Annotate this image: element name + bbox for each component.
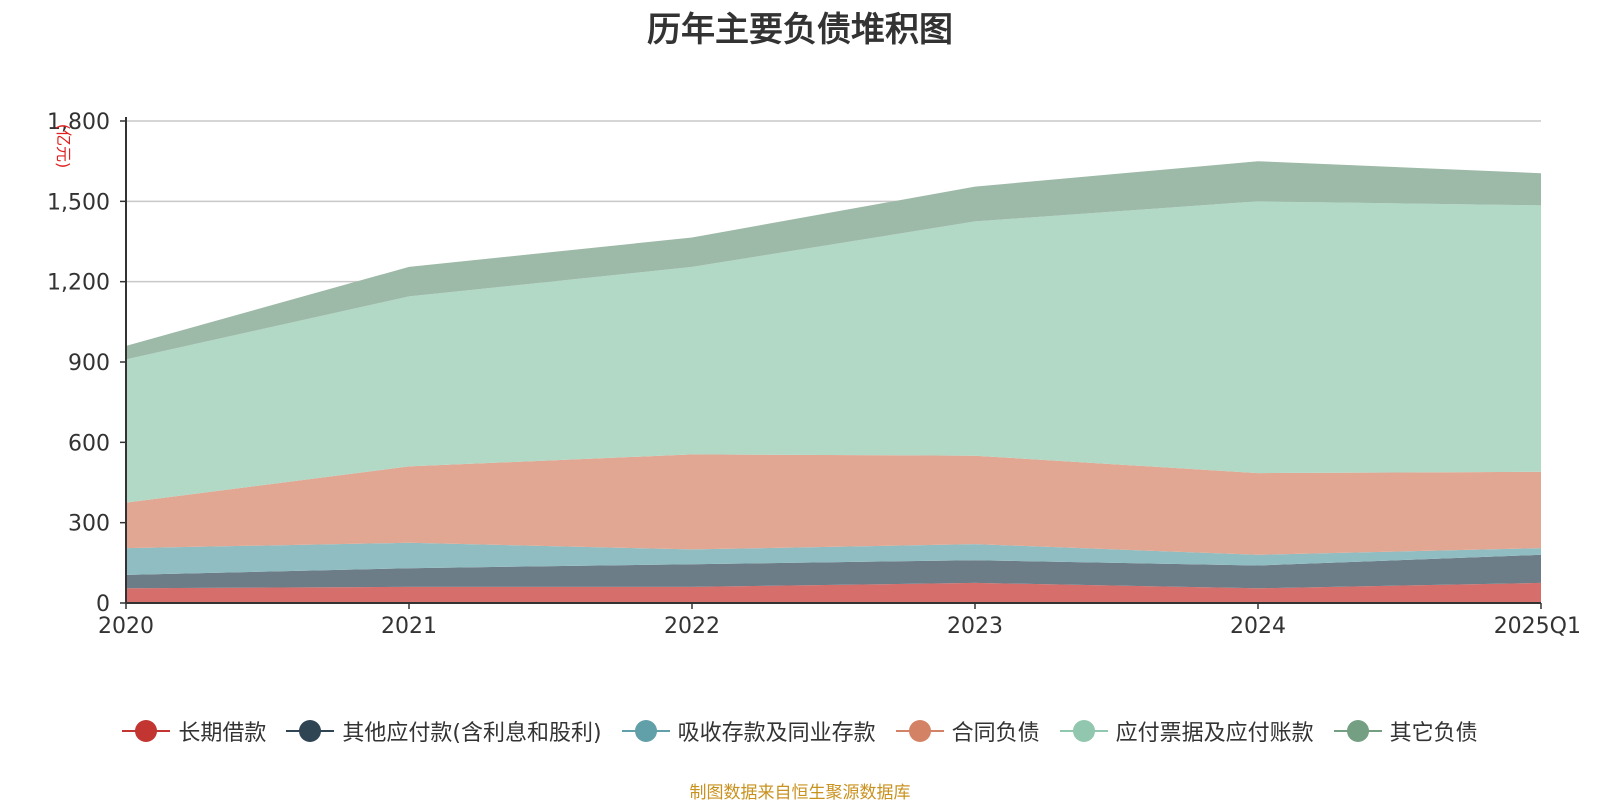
legend-marker-icon [1059,719,1108,743]
x-tick-label: 2025Q1 [1494,614,1581,639]
legend-item[interactable]: 其他应付款(含利息和股利) [286,715,602,747]
x-tick-label: 2024 [1230,614,1286,639]
legend-marker-icon [286,719,335,743]
legend-label: 其它负债 [1389,721,1478,746]
legend-label: 合同负债 [951,721,1040,746]
legend-label: 其他应付款(含利息和股利) [342,721,602,746]
y-tick-label: 1,800 [47,110,110,135]
legend-dot-icon [634,720,657,742]
legend-dot-icon [1346,720,1369,742]
area-合同负债 [126,454,1541,555]
x-tick-label: 2020 [98,614,154,639]
legend-item[interactable]: 长期借款 [122,715,266,747]
y-tick-label: 1,200 [47,271,110,296]
source-note: 制图数据来自恒生聚源数据库 [689,783,911,803]
legend-marker-icon [1333,719,1382,743]
legend-label: 应付票据及应付账款 [1115,721,1314,746]
legend: 长期借款 其他应付款(含利息和股利) 吸收存款及同业存款 合同负债 应付票据及应付账款 其… [0,715,1600,747]
legend-dot-icon [299,720,322,742]
axes: 0 300 600 900 1,200 1,500 1,800 2020 2021 2022 202… [47,110,1581,639]
x-tick-label: 2021 [381,614,437,639]
chart-title: 历年主要负债堆积图 [647,10,953,50]
y-tick-label: 300 [68,512,110,537]
area-吸收存款及同业存款 [126,542,1541,575]
legend-marker-icon [895,719,944,743]
y-tick-label: 900 [68,351,110,376]
legend-item[interactable]: 其它负债 [1333,715,1478,747]
legend-label: 长期借款 [178,721,267,746]
x-tick-label: 2023 [947,614,1003,639]
y-tick-label: 0 [96,592,110,617]
area-其他应付款(含利息和股利) [126,554,1541,589]
area-series-layer [126,161,1541,603]
legend-label: 吸收存款及同业存款 [677,721,876,746]
x-tick-label: 2022 [664,614,720,639]
y-axis-unit-label: (亿元) [54,124,73,169]
area-其它负债 [126,161,1541,360]
area-应付票据及应付账款 [126,201,1541,503]
legend-item[interactable]: 吸收存款及同业存款 [621,715,876,747]
y-tick-label: 600 [68,431,110,456]
legend-marker-icon [621,719,670,743]
legend-dot-icon [1072,720,1095,742]
area-长期借款 [126,582,1541,603]
legend-dot-icon [135,720,158,742]
y-tick-label: 1,500 [47,190,110,215]
legend-item[interactable]: 应付票据及应付账款 [1059,715,1314,747]
legend-dot-icon [908,720,931,742]
legend-item[interactable]: 合同负债 [895,715,1040,747]
legend-marker-icon [122,719,171,743]
